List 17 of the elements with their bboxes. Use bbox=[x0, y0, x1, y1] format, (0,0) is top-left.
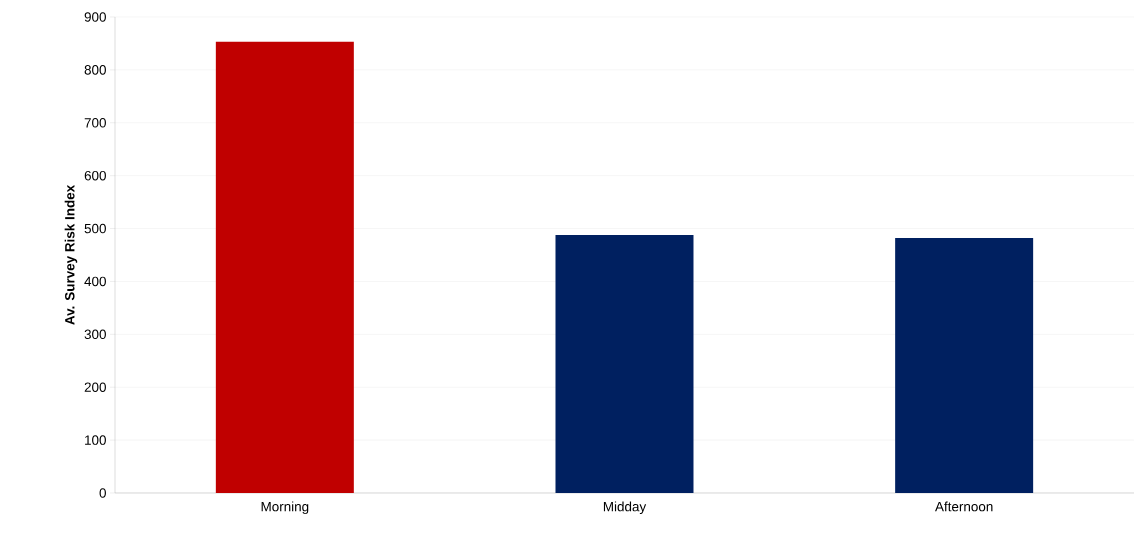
x-tick-label: Morning bbox=[261, 501, 309, 515]
y-tick-label: 900 bbox=[84, 12, 106, 22]
bar bbox=[555, 234, 694, 493]
y-tick-label: 0 bbox=[99, 488, 106, 498]
x-tick-label: Afternoon bbox=[935, 501, 993, 512]
y-tick-label: 800 bbox=[84, 65, 106, 75]
bar bbox=[215, 41, 354, 493]
y-axis-title: Av. Survey Risk Index bbox=[64, 184, 78, 325]
y-tick-label: 500 bbox=[84, 223, 106, 234]
y-tick-label: 400 bbox=[84, 276, 106, 287]
x-tick-label: Midday bbox=[603, 501, 647, 515]
y-tick-label: 300 bbox=[84, 329, 106, 340]
y-tick-label: 700 bbox=[84, 118, 106, 128]
y-tick-label: 200 bbox=[84, 382, 106, 392]
y-tick-label: 100 bbox=[85, 435, 106, 445]
y-tick-label: 600 bbox=[84, 170, 106, 181]
bar bbox=[895, 238, 1034, 493]
